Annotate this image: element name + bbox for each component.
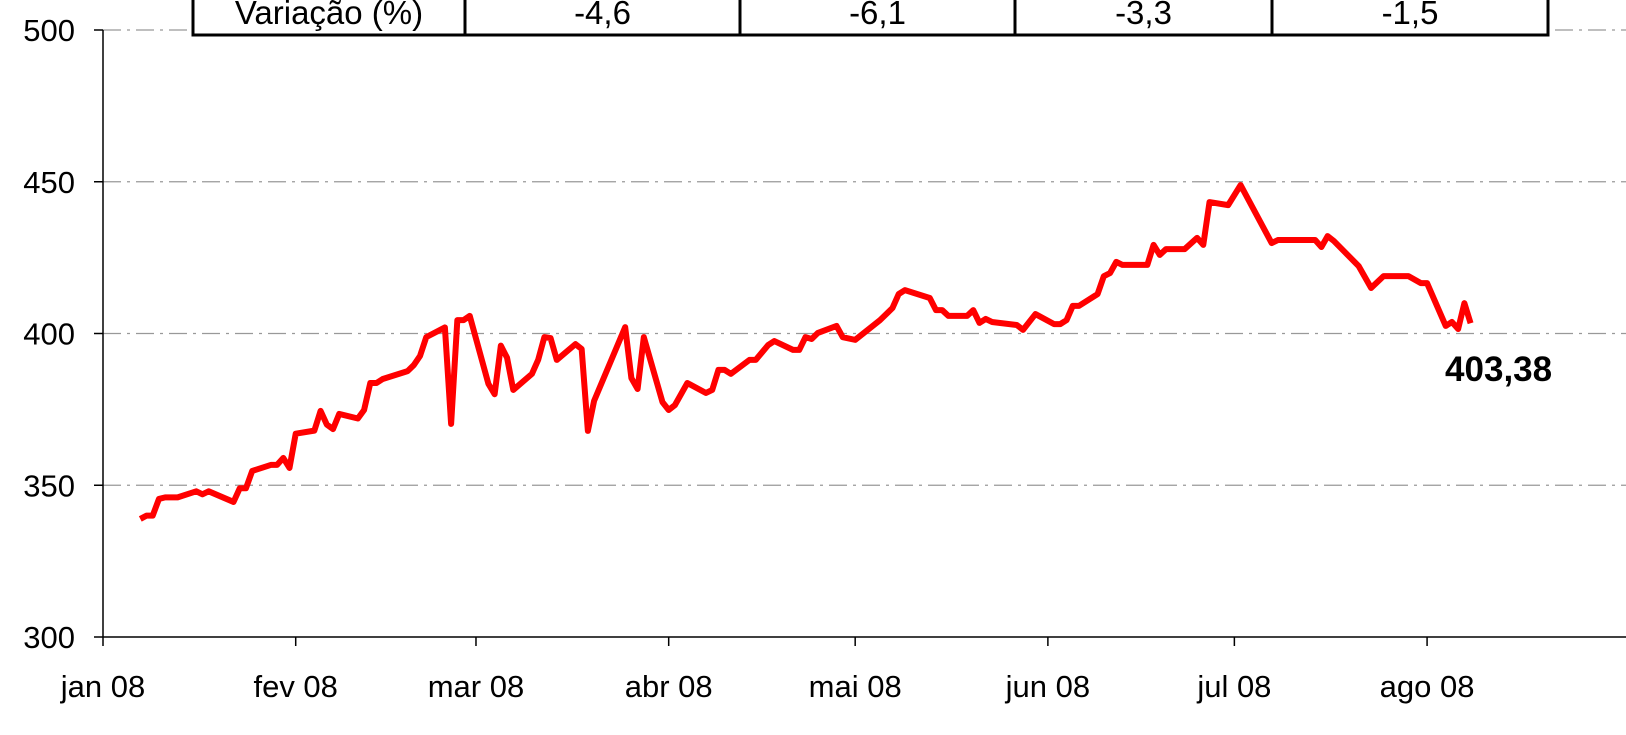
y-tick-label: 400 (23, 317, 75, 352)
x-tick-label: jul 08 (1196, 669, 1271, 704)
y-tick-label: 500 (23, 13, 75, 48)
x-tick-label: jun 08 (1005, 669, 1090, 704)
x-tick-label: mar 08 (428, 669, 524, 704)
table-cell (738, 0, 1017, 37)
y-tick-label: 350 (23, 468, 75, 503)
table-text: -3,3 (1115, 0, 1172, 31)
x-tick-label: jan 08 (60, 669, 145, 704)
table-text: Variação (%) (235, 0, 423, 31)
x-tick-label: mai 08 (809, 669, 902, 704)
table-cell (1270, 0, 1550, 37)
x-tick-label: fev 08 (253, 669, 337, 704)
table-text: -4,6 (574, 0, 631, 31)
y-tick-label: 300 (23, 620, 75, 655)
end-label: 403,38 (1445, 350, 1552, 389)
table-cell (1013, 0, 1274, 37)
table-text: -1,5 (1382, 0, 1439, 31)
x-tick-label: abr 08 (625, 669, 713, 704)
x-tick-label: ago 08 (1380, 669, 1475, 704)
table-text: -6,1 (849, 0, 906, 31)
data-line (138, 182, 1474, 522)
y-tick-label: 450 (23, 165, 75, 200)
